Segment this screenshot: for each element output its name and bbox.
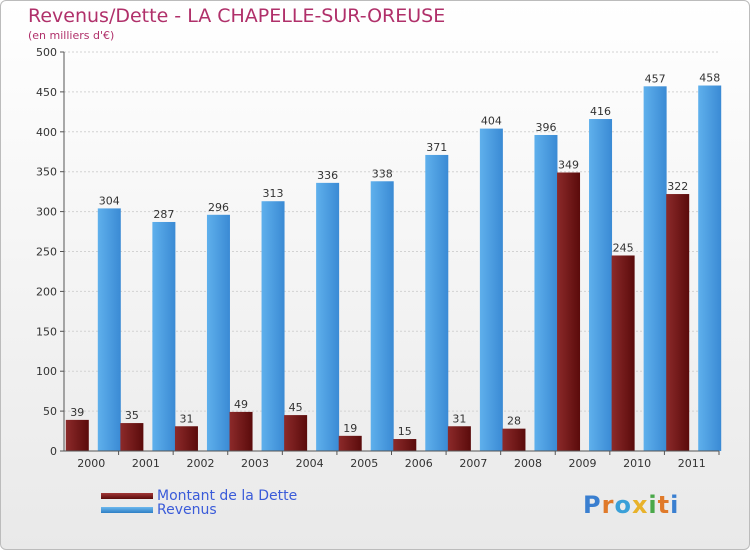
legend-swatch-revenus <box>101 507 153 513</box>
x-tick-label: 2009 <box>569 457 597 470</box>
bar-revenus <box>206 214 230 451</box>
bar-revenus <box>261 201 285 451</box>
data-label: 458 <box>699 72 720 85</box>
data-label: 457 <box>645 72 666 85</box>
bar-dette <box>447 426 471 451</box>
y-tick-label: 300 <box>36 206 57 219</box>
legend-label-dette: Montant de la Dette <box>157 488 298 504</box>
chart-title: Revenus/Dette - LA CHAPELLE-SUR-OREUSE <box>28 5 446 27</box>
logo-letter: r <box>601 491 615 519</box>
data-label: 287 <box>153 208 174 221</box>
data-label: 35 <box>125 409 139 422</box>
bar-dette <box>611 255 635 451</box>
x-tick-label: 2004 <box>296 457 324 470</box>
y-tick-label: 50 <box>43 405 57 418</box>
logo-letter: o <box>614 491 632 519</box>
data-label: 304 <box>99 194 120 207</box>
bar-revenus <box>97 208 121 451</box>
x-tick-label: 2010 <box>623 457 651 470</box>
data-label: 45 <box>289 401 303 414</box>
logo-letter: i <box>648 491 658 519</box>
y-tick-label: 400 <box>36 126 57 139</box>
bar-revenus <box>698 85 722 452</box>
bar-revenus <box>316 182 340 451</box>
bar-revenus <box>643 86 667 452</box>
bar-dette <box>502 428 526 451</box>
x-axis: 2000 2001 2002 2003 2004 2005 2006 2007 2008 2009… <box>64 450 720 470</box>
x-tick-label: 2006 <box>405 457 433 470</box>
x-tick-label: 2001 <box>132 457 160 470</box>
bar-dette <box>557 172 581 452</box>
x-tick-label: 2008 <box>514 457 542 470</box>
data-label: 322 <box>667 180 688 193</box>
bar-revenus <box>152 221 176 451</box>
bar-dette <box>284 415 308 451</box>
logo-letter: P <box>583 491 602 519</box>
y-axis: 0 50 100 150 200 250 300 350 400 450 500 <box>36 46 65 458</box>
bar-revenus <box>534 134 558 451</box>
y-tick-label: 450 <box>36 86 57 99</box>
x-tick-label: 2003 <box>241 457 269 470</box>
bar-revenus <box>479 128 503 451</box>
x-tick-label: 2005 <box>350 457 378 470</box>
y-tick-label: 150 <box>36 325 57 338</box>
data-label: 31 <box>179 412 193 425</box>
data-label: 245 <box>613 241 634 254</box>
x-tick-label: 2002 <box>186 457 214 470</box>
legend-item-dette: Montant de la Dette <box>101 488 297 504</box>
data-label: 349 <box>558 158 579 171</box>
y-tick-label: 100 <box>36 365 57 378</box>
y-tick-label: 200 <box>36 285 57 298</box>
legend-label-revenus: Revenus <box>157 502 217 518</box>
bars: 39 304 35 287 31 296 49 313 45 336 19 338 15 371 31 404… <box>65 72 722 452</box>
y-tick-label: 350 <box>36 166 57 179</box>
x-tick-label: 2000 <box>77 457 105 470</box>
data-label: 31 <box>452 412 466 425</box>
y-tick-label: 250 <box>36 246 57 259</box>
data-label: 371 <box>426 141 447 154</box>
logo-letter: t <box>657 491 671 519</box>
legend-swatch-dette <box>101 493 153 499</box>
data-label: 49 <box>234 398 248 411</box>
x-tick-label: 2007 <box>459 457 487 470</box>
bar-dette <box>174 426 198 451</box>
data-label: 336 <box>317 169 338 182</box>
chart-subtitle: (en milliers d'€) <box>28 29 115 42</box>
bar-dette <box>229 411 253 451</box>
data-label: 296 <box>208 201 229 214</box>
data-label: 404 <box>481 115 502 128</box>
data-label: 39 <box>70 406 84 419</box>
data-label: 15 <box>398 425 412 438</box>
legend-item-revenus: Revenus <box>101 502 217 518</box>
x-tick-label: 2011 <box>678 457 706 470</box>
bar-revenus <box>425 154 449 451</box>
logo-letter: x <box>631 491 649 519</box>
bar-revenus <box>370 181 394 451</box>
data-label: 338 <box>372 167 393 180</box>
y-tick-label: 500 <box>36 46 57 59</box>
data-label: 19 <box>343 422 357 435</box>
data-label: 416 <box>590 105 611 118</box>
data-label: 396 <box>535 121 556 134</box>
bar-dette <box>65 419 89 451</box>
y-tick-label: 0 <box>50 445 57 458</box>
bar-dette <box>338 435 362 451</box>
data-label: 28 <box>507 415 521 428</box>
logo-letter: i <box>670 491 680 519</box>
bar-dette <box>120 423 144 451</box>
bar-revenus <box>589 119 613 452</box>
bar-dette <box>393 439 417 451</box>
proxiti-logo: Proxiti <box>583 491 679 519</box>
bar-dette <box>666 194 690 451</box>
data-label: 313 <box>263 187 284 200</box>
